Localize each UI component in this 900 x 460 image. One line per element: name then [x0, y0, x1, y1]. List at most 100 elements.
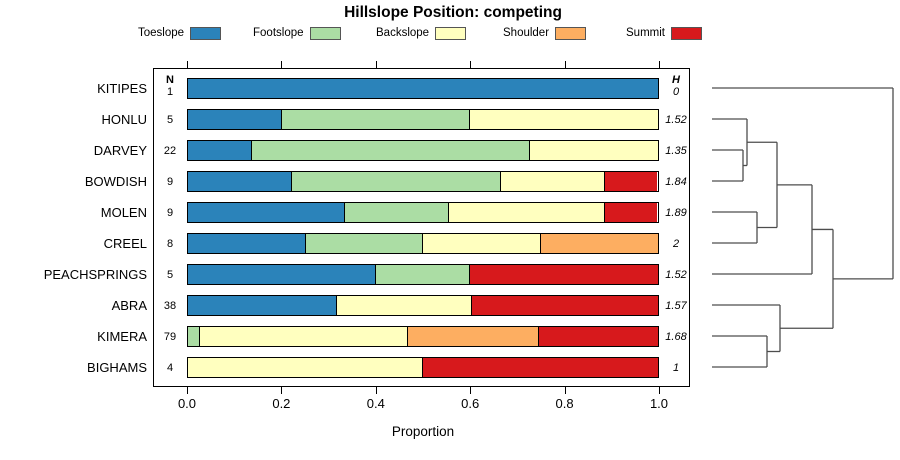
- shannon-h-creel: 2: [672, 238, 680, 250]
- n-count-molen: 9: [166, 207, 174, 219]
- stacked-bar-creel: [187, 232, 659, 254]
- axis-tick-top: [470, 61, 472, 68]
- shannon-h-bowdish: 1.84: [665, 176, 687, 188]
- bar-segment-backslope: [336, 295, 473, 315]
- bar-segment-summit: [605, 202, 658, 222]
- bar-segment-toeslope: [188, 140, 252, 160]
- axis-tick-bottom: [659, 387, 660, 394]
- bar-segment-summit: [470, 264, 658, 284]
- bar-segment-footslope: [282, 109, 470, 129]
- axis-tick-bottom: [375, 387, 377, 394]
- stacked-bar-kitipes: [187, 77, 659, 99]
- bar-segment-backslope: [199, 326, 408, 346]
- bar-segment-footslope: [376, 264, 470, 284]
- legend-entry-shoulder: Shoulder: [503, 26, 587, 40]
- bar-segment-footslope: [188, 326, 200, 346]
- bar-segment-shoulder: [540, 233, 658, 253]
- shannon-h-kitipes-value: 0: [672, 86, 680, 98]
- legend-swatch-shoulder: [555, 26, 587, 40]
- legend-swatch-summit: [670, 26, 702, 40]
- legend-label: Footslope: [253, 27, 304, 39]
- stacked-bar-kimera: [187, 325, 659, 347]
- axis-tick-top: [281, 61, 283, 68]
- bar-segment-toeslope: [188, 202, 345, 222]
- bar-segment-summit: [538, 326, 658, 346]
- bar-segment-footslope: [251, 140, 530, 160]
- row-label-kimera: KIMERA: [97, 328, 147, 344]
- n-count-darvey: 22: [163, 145, 177, 157]
- n-count-kitipes-value: 1: [166, 86, 174, 98]
- legend-label: Toeslope: [138, 27, 185, 39]
- bar-segment-backslope: [423, 233, 541, 253]
- legend-entry-summit: Summit: [626, 26, 702, 40]
- n-count-bowdish: 9: [166, 176, 174, 188]
- row-label-bighams: BIGHAMS: [87, 359, 147, 375]
- n-count-peachsprings: 5: [166, 269, 174, 281]
- shannon-h-darvey: 1.35: [665, 145, 687, 157]
- bar-segment-toeslope: [188, 295, 337, 315]
- row-label-abra: ABRA: [111, 297, 147, 313]
- plot-frame: [153, 68, 690, 387]
- shannon-h-kimera: 1.68: [665, 331, 687, 343]
- bar-segment-summit: [605, 171, 658, 191]
- row-label-kitipes: KITIPES: [97, 80, 147, 96]
- stacked-bar-honlu: [187, 108, 659, 130]
- stacked-bar-molen: [187, 201, 659, 223]
- legend-entry-footslope: Footslope: [253, 26, 341, 40]
- chart-title: Hillslope Position: competing: [344, 4, 562, 21]
- bar-segment-toeslope: [188, 78, 658, 98]
- axis-tick-bottom: [470, 387, 472, 394]
- axis-tick-label: 1.0: [649, 396, 669, 411]
- legend-swatch-toeslope: [190, 26, 222, 40]
- bar-segment-toeslope: [188, 233, 306, 253]
- row-label-bowdish: BOWDISH: [84, 173, 147, 189]
- axis-tick-label: 0.6: [461, 396, 480, 411]
- axis-tick-top: [564, 61, 566, 68]
- axis-tick-top: [659, 61, 660, 68]
- n-count-kimera: 79: [163, 331, 177, 343]
- shannon-h-bighams: 1: [672, 362, 680, 374]
- shannon-h-peachsprings: 1.52: [665, 269, 687, 281]
- row-label-darvey: DARVEY: [93, 142, 147, 158]
- legend-label: Summit: [626, 27, 665, 39]
- axis-tick-top: [375, 61, 377, 68]
- stacked-bar-darvey: [187, 139, 659, 161]
- stacked-bar-abra: [187, 294, 659, 316]
- n-count-bighams: 4: [166, 362, 174, 374]
- bar-segment-backslope: [448, 202, 606, 222]
- legend-swatch-footslope: [309, 26, 341, 40]
- n-count-abra: 38: [163, 300, 177, 312]
- n-count-creel: 8: [166, 238, 174, 250]
- bar-segment-toeslope: [188, 264, 376, 284]
- bar-segment-backslope: [188, 357, 423, 377]
- n-count-honlu: 5: [166, 114, 174, 126]
- row-label-honlu: HONLU: [101, 111, 147, 127]
- row-label-molen: MOLEN: [100, 204, 147, 220]
- bar-segment-summit: [472, 295, 658, 315]
- axis-tick-label: 0.4: [366, 396, 385, 411]
- axis-tick-top: [187, 61, 188, 68]
- stacked-bar-bighams: [187, 356, 659, 378]
- bar-segment-footslope: [305, 233, 423, 253]
- legend-entry-backslope: Backslope: [376, 26, 467, 40]
- bar-segment-footslope: [344, 202, 449, 222]
- bar-segment-footslope: [292, 171, 501, 191]
- shannon-h-molen: 1.89: [665, 207, 687, 219]
- shannon-h-honlu: 1.52: [665, 114, 687, 126]
- legend-swatch-backslope: [435, 26, 467, 40]
- bar-segment-shoulder: [407, 326, 539, 346]
- shannon-h-kitipes-header: H: [672, 74, 680, 86]
- n-count-kitipes-header: N: [166, 74, 174, 86]
- bar-segment-summit: [423, 357, 658, 377]
- bar-segment-backslope: [501, 171, 606, 191]
- stacked-bar-bowdish: [187, 170, 659, 192]
- bar-segment-backslope: [470, 109, 658, 129]
- axis-tick-label: 0.2: [272, 396, 291, 411]
- row-label-peachsprings: PEACHSPRINGS: [43, 266, 147, 282]
- bar-segment-toeslope: [188, 171, 293, 191]
- stacked-bar-peachsprings: [187, 263, 659, 285]
- axis-tick-bottom: [281, 387, 283, 394]
